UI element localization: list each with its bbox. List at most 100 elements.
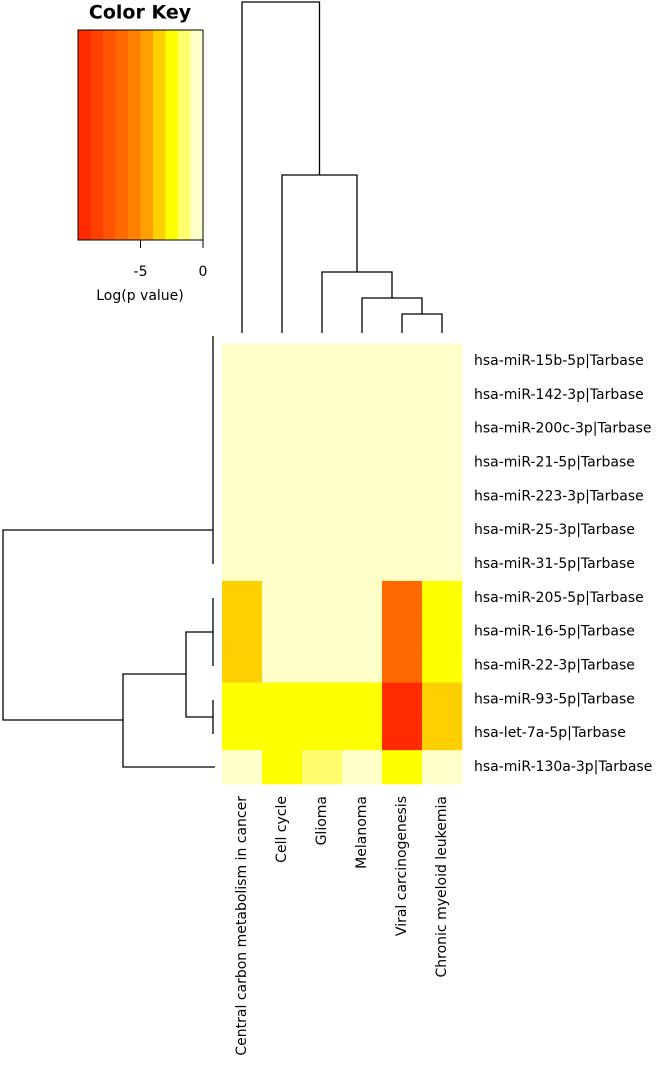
- heat-cell: [342, 547, 383, 582]
- heat-cell: [302, 411, 343, 446]
- heat-cell: [342, 682, 383, 717]
- heat-cell: [342, 513, 383, 548]
- heat-cell: [302, 750, 343, 785]
- heat-cell: [222, 648, 263, 683]
- heat-cell: [302, 580, 343, 616]
- heat-cell: [382, 411, 423, 446]
- heat-cell: [382, 716, 423, 751]
- heat-cell: [262, 411, 303, 446]
- heat-cell: [262, 580, 303, 616]
- row-label: hsa-miR-130a-3p|Tarbase: [474, 759, 652, 775]
- heat-cell: [382, 445, 423, 480]
- heat-cell: [342, 614, 383, 649]
- heat-cell: [422, 682, 463, 717]
- key-band: [178, 30, 191, 240]
- heat-cell: [382, 580, 423, 616]
- key-tick-label: 0: [199, 264, 208, 280]
- column-dendrogram: [241, 1, 443, 333]
- heat-cell: [262, 445, 303, 480]
- heat-cell: [382, 547, 423, 582]
- heat-cell: [422, 716, 463, 751]
- row-label: hsa-miR-93-5p|Tarbase: [474, 691, 635, 707]
- heat-cell: [262, 344, 303, 379]
- heat-cell: [222, 344, 263, 379]
- row-dendrogram: [2, 336, 215, 768]
- row-label: hsa-let-7a-5p|Tarbase: [474, 725, 626, 741]
- heat-cell: [222, 377, 263, 412]
- column-label: Cell cycle: [274, 796, 290, 863]
- heat-cell: [222, 547, 263, 582]
- row-label: hsa-miR-205-5p|Tarbase: [474, 590, 644, 606]
- heat-cell: [262, 648, 303, 683]
- key-band: [153, 30, 166, 240]
- heat-cell: [382, 344, 423, 379]
- row-label: hsa-miR-223-3p|Tarbase: [474, 488, 644, 504]
- key-title: Color Key: [89, 2, 192, 24]
- row-label: hsa-miR-21-5p|Tarbase: [474, 454, 635, 470]
- heat-cell: [262, 614, 303, 649]
- key-tick-label: -5: [134, 264, 148, 280]
- heat-cell: [422, 411, 463, 446]
- column-label: Chronic myeloid leukemia: [434, 796, 450, 978]
- heat-cell: [302, 344, 343, 379]
- heat-cell: [422, 445, 463, 480]
- row-label: hsa-miR-31-5p|Tarbase: [474, 556, 635, 572]
- heat-cell: [262, 716, 303, 751]
- key-band: [128, 30, 141, 240]
- heat-cell: [262, 513, 303, 548]
- heat-cell: [262, 479, 303, 514]
- heat-cell: [422, 648, 463, 683]
- heat-cell: [382, 479, 423, 514]
- heat-cell: [342, 411, 383, 446]
- heat-cell: [342, 580, 383, 616]
- row-label: hsa-miR-142-3p|Tarbase: [474, 387, 644, 403]
- heat-cell: [382, 377, 423, 412]
- key-band: [90, 30, 104, 240]
- heat-cell: [222, 682, 263, 717]
- heat-cell: [422, 377, 463, 412]
- key-band: [165, 30, 179, 240]
- key-band: [103, 30, 116, 240]
- heat-cell: [422, 344, 463, 379]
- heat-cell: [422, 750, 463, 785]
- heat-cell: [382, 614, 423, 649]
- heat-cell: [262, 750, 303, 785]
- heat-cell: [342, 479, 383, 514]
- row-label: hsa-miR-22-3p|Tarbase: [474, 658, 635, 674]
- heat-cell: [222, 750, 263, 785]
- heat-cell: [302, 513, 343, 548]
- heat-cell: [302, 648, 343, 683]
- key-band: [115, 30, 129, 240]
- column-label: Central carbon metabolism in cancer: [234, 796, 250, 1056]
- heat-cell: [262, 682, 303, 717]
- heat-cell: [262, 547, 303, 582]
- heat-cell: [382, 750, 423, 785]
- key-label: Log(p value): [96, 288, 184, 304]
- heat-cell: [342, 648, 383, 683]
- column-label: Glioma: [314, 796, 330, 845]
- heat-cell: [342, 750, 383, 785]
- heat-cell: [222, 614, 263, 649]
- heat-cell: [222, 411, 263, 446]
- column-label: Melanoma: [354, 796, 370, 869]
- row-label: hsa-miR-15b-5p|Tarbase: [474, 353, 644, 369]
- heat-cell: [422, 614, 463, 649]
- heat-cell: [422, 513, 463, 548]
- row-label: hsa-miR-16-5p|Tarbase: [474, 624, 635, 640]
- heat-cell: [302, 377, 343, 412]
- heat-cell: [302, 614, 343, 649]
- heat-cell: [422, 580, 463, 616]
- row-label: hsa-miR-200c-3p|Tarbase: [474, 421, 651, 437]
- heat-cell: [302, 716, 343, 751]
- key-band: [190, 30, 204, 240]
- heat-cell: [222, 445, 263, 480]
- heat-cell: [222, 513, 263, 548]
- heat-cell: [422, 547, 463, 582]
- heat-cell: [382, 648, 423, 683]
- row-label: hsa-miR-25-3p|Tarbase: [474, 522, 635, 538]
- heat-cell: [342, 445, 383, 480]
- heat-cell: [302, 682, 343, 717]
- heat-cell: [262, 377, 303, 412]
- heat-cell: [342, 377, 383, 412]
